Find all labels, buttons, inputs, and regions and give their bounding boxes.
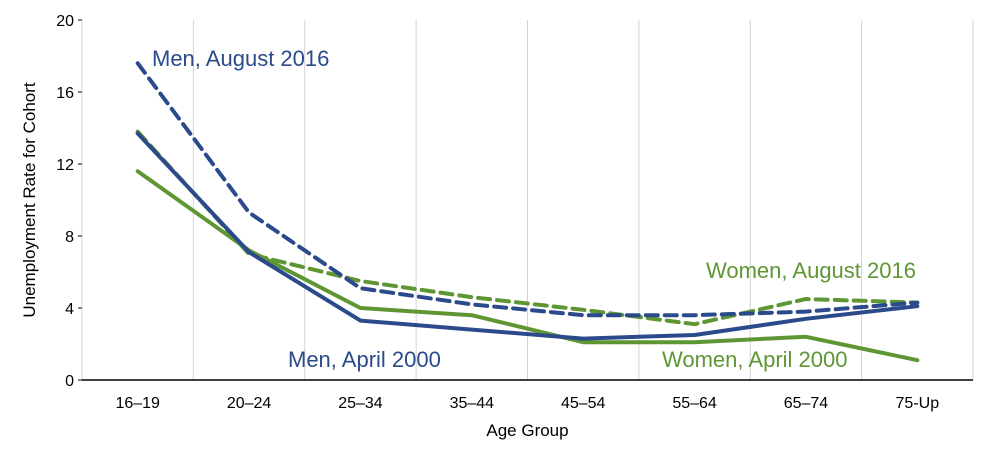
series-labels: Men, August 2016 Men, April 2000 Women, …: [152, 46, 916, 372]
grid-layer: [81, 20, 974, 380]
x-tick-label: 55–64: [672, 395, 717, 412]
series-layer: [135, 61, 920, 363]
series-line-0: [135, 61, 920, 318]
series-label-women-aug-2016: Women, August 2016: [706, 258, 916, 283]
series-label-men-aug-2016: Men, August 2016: [152, 46, 329, 71]
y-tick-label: 12: [56, 157, 74, 174]
series-label-men-apr-2000: Men, April 2000: [288, 347, 441, 372]
x-tick-label: 25–34: [338, 395, 383, 412]
x-tick-labels: 16–19 20–24 25–34 35–44 45–54 55–64 65–74 75-Up: [115, 395, 939, 412]
y-tick-labels: 0 4 8 12 16 20: [56, 13, 82, 390]
series-line-1: [135, 131, 920, 341]
series-label-women-apr-2000: Women, April 2000: [662, 347, 847, 372]
series-line-3: [135, 169, 920, 363]
y-tick-label: 16: [56, 85, 74, 102]
y-tick-label: 4: [65, 301, 74, 318]
x-tick-label: 75-Up: [896, 395, 940, 412]
y-axis-title: Unemployment Rate for Cohort: [20, 82, 39, 318]
y-tick-label: 8: [65, 229, 74, 246]
x-axis-title: Age Group: [486, 421, 568, 440]
y-tick-label: 0: [65, 373, 74, 390]
x-tick-label: 45–54: [561, 395, 606, 412]
x-tick-label: 35–44: [450, 395, 495, 412]
x-tick-label: 20–24: [227, 395, 272, 412]
y-tick-label: 20: [56, 13, 74, 30]
x-tick-label: 16–19: [115, 395, 160, 412]
x-tick-label: 65–74: [784, 395, 829, 412]
